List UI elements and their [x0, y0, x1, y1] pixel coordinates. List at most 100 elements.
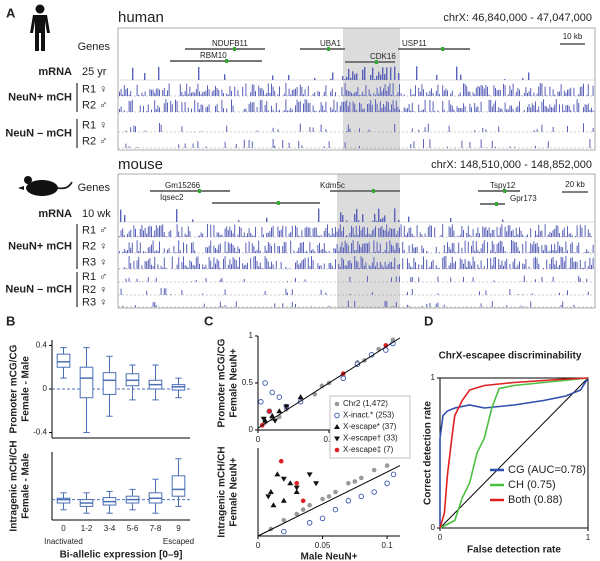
mc-signal	[423, 109, 424, 112]
mc-signal	[338, 264, 340, 269]
mc-signal	[399, 247, 400, 253]
mc-signal	[247, 262, 248, 269]
mc-signal	[224, 228, 226, 237]
mc-signal	[325, 292, 327, 295]
mc-signal	[487, 258, 488, 269]
y-axis-label: Promoter mCG/CG	[9, 344, 20, 433]
mc-signal	[415, 85, 416, 96]
mc-signal	[186, 83, 188, 96]
mc-signal	[243, 139, 245, 148]
mc-signal	[120, 230, 122, 237]
mc-signal	[125, 89, 127, 96]
mc-signal	[421, 305, 423, 307]
mc-signal	[207, 247, 208, 253]
mc-signal	[287, 292, 288, 295]
mc-signal	[347, 106, 349, 112]
mc-signal	[227, 242, 229, 253]
mrna-signal	[266, 217, 268, 222]
mc-signal	[551, 107, 552, 112]
mc-signal	[459, 258, 461, 269]
mc-signal	[363, 94, 365, 96]
mc-signal	[320, 234, 322, 237]
mc-signal	[290, 107, 292, 112]
mc-signal	[464, 106, 466, 112]
mc-signal	[231, 243, 232, 253]
mc-signal	[448, 246, 450, 253]
mc-signal	[517, 294, 519, 295]
mc-signal	[307, 257, 309, 269]
mc-signal	[528, 251, 530, 253]
mc-signal	[197, 83, 199, 96]
mc-signal	[349, 260, 351, 269]
mc-signal	[539, 231, 541, 237]
mc-signal	[527, 106, 528, 112]
mc-signal	[309, 242, 311, 253]
mc-signal	[536, 129, 538, 132]
mc-signal	[403, 107, 405, 112]
mc-signal	[463, 230, 464, 237]
mc-signal	[266, 250, 268, 253]
mc-signal	[223, 108, 224, 112]
mc-signal	[522, 263, 524, 269]
mc-signal	[384, 230, 386, 237]
mrna-signal	[380, 218, 382, 222]
mc-signal	[138, 94, 140, 96]
mc-signal	[504, 102, 506, 112]
mrna-signal	[386, 67, 388, 80]
mc-signal	[402, 258, 404, 269]
mc-signal	[330, 262, 332, 269]
mc-signal	[367, 103, 368, 112]
mc-signal	[351, 243, 352, 253]
mc-signal	[442, 224, 444, 237]
mc-signal	[320, 102, 322, 112]
mc-signal	[443, 109, 445, 112]
mc-signal	[538, 86, 540, 96]
mc-signal	[239, 248, 240, 253]
mc-signal	[301, 260, 303, 269]
mrna-signal	[356, 208, 358, 222]
mc-signal	[179, 250, 181, 253]
mc-signal	[336, 231, 338, 237]
mc-signal	[453, 230, 455, 237]
mc-signal	[352, 227, 354, 237]
mc-signal	[323, 243, 325, 253]
mc-signal	[523, 109, 525, 112]
mc-signal	[163, 288, 165, 295]
mc-signal	[157, 88, 159, 96]
mc-signal	[272, 109, 274, 112]
mc-signal	[221, 306, 223, 307]
mc-signal	[397, 106, 399, 112]
mc-signal	[375, 226, 376, 237]
mc-signal	[250, 258, 252, 269]
mc-signal	[218, 244, 220, 253]
mc-signal	[251, 235, 253, 237]
mc-signal	[354, 250, 356, 253]
mc-signal	[269, 92, 271, 96]
mc-signal	[498, 89, 500, 96]
mc-signal	[331, 109, 333, 112]
mc-signal	[480, 84, 482, 96]
mc-signal	[239, 257, 240, 269]
mc-signal	[362, 109, 364, 112]
mc-signal	[306, 250, 308, 253]
mc-signal	[418, 104, 420, 112]
mc-signal	[482, 127, 484, 132]
mc-signal	[583, 83, 584, 96]
legend-marker	[334, 436, 340, 442]
mc-signal	[541, 276, 543, 282]
gene-exon	[276, 201, 280, 205]
mc-signal	[498, 235, 500, 237]
mc-signal	[243, 232, 245, 237]
row-label: R1 ♀	[82, 83, 107, 95]
mrna-signal	[238, 220, 240, 222]
mc-signal	[530, 107, 532, 112]
mc-signal	[469, 91, 471, 96]
mc-signal	[571, 235, 573, 237]
mc-signal	[277, 226, 279, 237]
gene-exon	[503, 189, 507, 193]
point	[260, 416, 267, 422]
mc-signal	[136, 278, 138, 282]
mc-signal	[253, 235, 255, 237]
mc-signal	[421, 245, 423, 253]
mc-signal	[368, 242, 370, 253]
